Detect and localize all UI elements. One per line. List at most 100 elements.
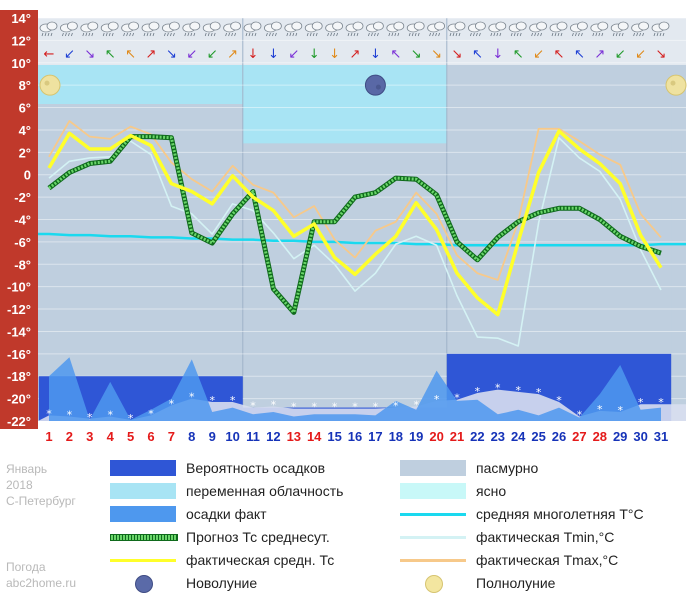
snowflake-9: * (209, 394, 215, 407)
precip-drop (639, 32, 641, 37)
legend-swatch-new_moon (135, 575, 153, 593)
weather-icon-14 (304, 21, 323, 37)
precip-drop (91, 32, 94, 37)
cloud-icon-part (515, 21, 527, 31)
precip-drop (193, 32, 196, 37)
precip-drop (353, 32, 356, 37)
wind-arrow-18: ↖ (390, 47, 401, 62)
precip-drop (82, 32, 85, 37)
precip-drop (636, 32, 638, 37)
weather-icon-2 (60, 21, 78, 37)
precip-drop (102, 32, 105, 37)
x-tick-label-7: 7 (168, 429, 175, 444)
snowflake-28: * (597, 403, 603, 416)
wind-arrow-9: ↙ (207, 47, 218, 62)
snowflake-22: * (475, 385, 481, 398)
precip-drop (598, 32, 601, 37)
snowflake-3: * (87, 411, 93, 424)
precip-drop (537, 32, 539, 37)
precip-drop (642, 32, 644, 37)
cloud-icon-part (128, 21, 140, 31)
wind-arrow-19: ↘ (411, 47, 422, 62)
y-tick-label-16: -18° (7, 369, 31, 384)
wind-arrow-12: ↓ (268, 47, 279, 62)
precip-drop (146, 32, 149, 37)
cloud-icon-part (270, 21, 282, 31)
wind-arrow-26: ↖ (554, 47, 565, 62)
cloud-icon-part (495, 21, 507, 31)
precip-drop (152, 32, 155, 37)
precip-drop (414, 32, 417, 37)
precip-drop (312, 32, 315, 37)
x-tick-label-2: 2 (66, 429, 73, 444)
weather-icon-12 (263, 21, 282, 37)
precip-drop (190, 32, 193, 37)
precip-drop (149, 32, 152, 37)
x-tick-label-23: 23 (491, 429, 505, 444)
wind-arrow-20: ↘ (431, 47, 442, 62)
wind-arrow-14: ↓ (309, 47, 320, 62)
cloud-icon-part (189, 21, 201, 31)
precip-drop (493, 32, 496, 37)
x-tick-label-24: 24 (511, 429, 526, 444)
y-tick-label-15: -16° (7, 347, 31, 362)
wind-arrow-8: ↙ (186, 47, 197, 62)
precip-drop (105, 32, 108, 37)
precip-drop (330, 32, 332, 37)
weather-icon-9 (202, 21, 221, 37)
x-tick-label-22: 22 (470, 429, 484, 444)
legend-label-full_moon: Полнолуние (476, 575, 556, 591)
wind-arrow-11: ↓ (248, 47, 259, 62)
series-forecast-line (48, 135, 662, 314)
weather-icon-6 (141, 21, 160, 37)
series-norm-line (38, 232, 686, 247)
precip-drop (397, 32, 400, 37)
precip-drop (350, 32, 353, 37)
snowflake-31: * (658, 396, 664, 409)
weather-icon-5 (121, 21, 140, 37)
cloud-icon-part (209, 21, 221, 31)
legend-label-precip_fact: осадки факт (186, 506, 267, 522)
weather-icon-17 (365, 21, 384, 37)
precip-drop (662, 32, 665, 37)
precip-drop (368, 32, 370, 37)
snowflake-17: * (373, 401, 379, 414)
wind-arrow-2: ↙ (64, 47, 75, 62)
precip-drop (438, 32, 440, 37)
weather-icon-10 (223, 21, 242, 37)
snowflake-26: * (556, 394, 562, 407)
snowflake-2: * (67, 409, 73, 422)
snowflake-19: * (413, 398, 419, 411)
wind-arrow-17: ↓ (370, 47, 381, 62)
precip-drop (88, 32, 91, 37)
wind-arrow-4: ↖ (105, 47, 116, 62)
x-tick-label-26: 26 (552, 429, 566, 444)
weather-icon-24 (508, 21, 527, 37)
snowflake-7: * (169, 397, 175, 410)
precip-drop (164, 32, 166, 37)
precip-drop (531, 32, 533, 37)
precip-drop (560, 32, 563, 37)
precip-drop (470, 32, 472, 37)
wind-arrow-3: ↘ (84, 47, 95, 62)
cloud-icon-part (107, 21, 119, 31)
cloud-icon-part (454, 21, 466, 31)
wind-arrow-21: ↘ (452, 47, 463, 62)
precip-drop (292, 32, 295, 37)
x-tick-label-12: 12 (266, 429, 280, 444)
x-tick-label-4: 4 (107, 429, 115, 444)
snowflake-1: * (46, 407, 52, 420)
y-tick-label-0: 14° (11, 11, 31, 26)
precip-drop (554, 32, 557, 37)
precip-drop (476, 32, 478, 37)
precip-drop (126, 32, 128, 37)
precip-drop (129, 32, 131, 37)
legend-label-partly: переменная облачность (186, 483, 344, 499)
precip-drop (618, 32, 621, 37)
precip-drop (394, 32, 397, 37)
precip-drop (275, 32, 277, 37)
precip-drop (513, 32, 516, 37)
precip-drop (204, 32, 207, 37)
snowflake-27: * (577, 409, 583, 422)
cloud-icon-part (536, 21, 547, 31)
